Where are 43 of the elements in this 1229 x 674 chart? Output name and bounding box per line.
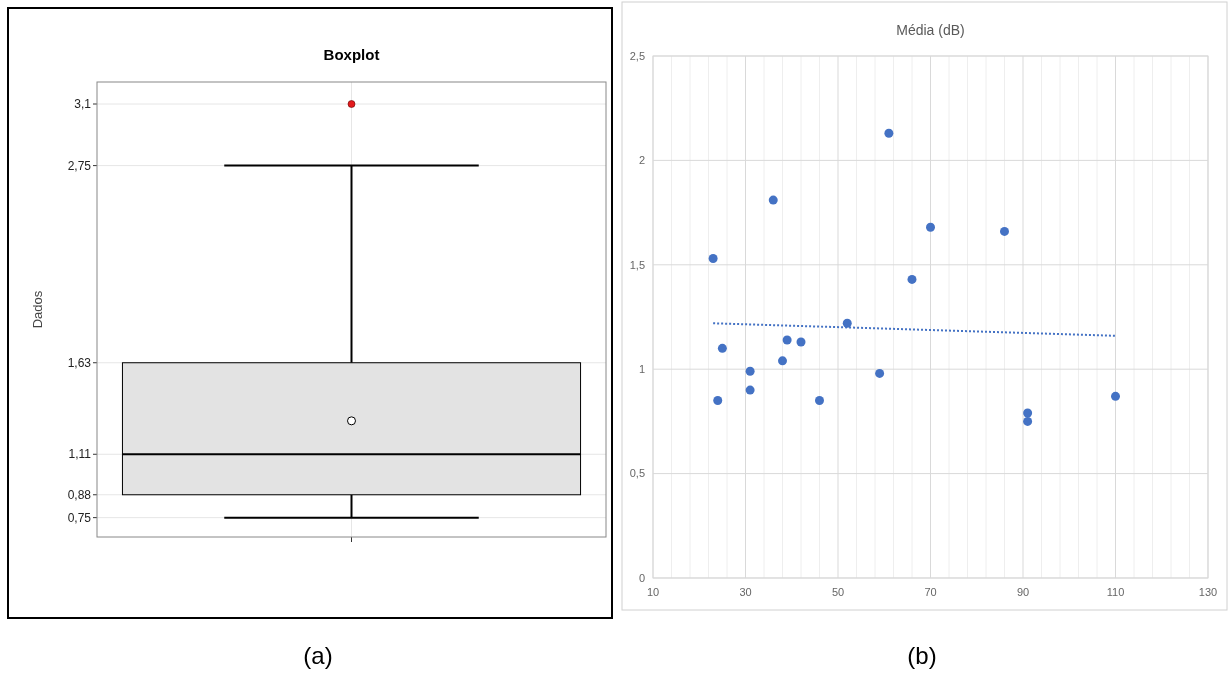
x-tick-label: 130 [1198,586,1218,598]
point [796,337,806,347]
point [884,128,894,138]
point [768,195,778,205]
x-tick-label: 50 [831,586,845,598]
y-tick-label: 1,63 [67,355,92,370]
y-axis-title: Dados [30,290,45,329]
point [713,396,723,406]
y-tick-label: 0,5 [629,467,645,480]
chart-title: Boxplot [323,46,380,63]
point [815,396,824,406]
point [907,274,917,284]
x-tick-label: 10 [646,586,660,598]
point [1000,226,1009,236]
chart-title: Média (dB) [896,22,965,38]
point [708,254,718,264]
x-tick-label: 110 [1106,586,1125,598]
point [1111,391,1120,401]
y-tick-label: 2 [638,154,645,167]
y-tick-label: 1 [638,363,645,376]
point [926,222,935,232]
text: (b) [907,642,937,669]
y-tick-label: 2,75 [67,158,92,173]
point [717,343,727,353]
point [1023,408,1033,418]
y-tick-label: 0 [638,571,645,584]
point [778,356,787,366]
text: (a) [303,642,333,669]
x-tick-label: 30 [739,586,752,598]
y-tick-label: 1,5 [629,258,645,271]
point [1023,416,1033,426]
y-tick-label: 2,5 [629,49,645,62]
y-tick-label: 1,11 [68,447,92,462]
y-tick-label: 0,75 [67,510,92,525]
y-tick-label: 3,1 [74,97,92,112]
y-tick-label: 0,88 [67,487,92,502]
point [745,366,755,376]
x-tick-label: 90 [1016,586,1030,598]
point [842,318,852,328]
point [875,368,885,378]
point [745,385,755,395]
x-tick-label: 70 [924,586,937,598]
point [782,335,792,345]
